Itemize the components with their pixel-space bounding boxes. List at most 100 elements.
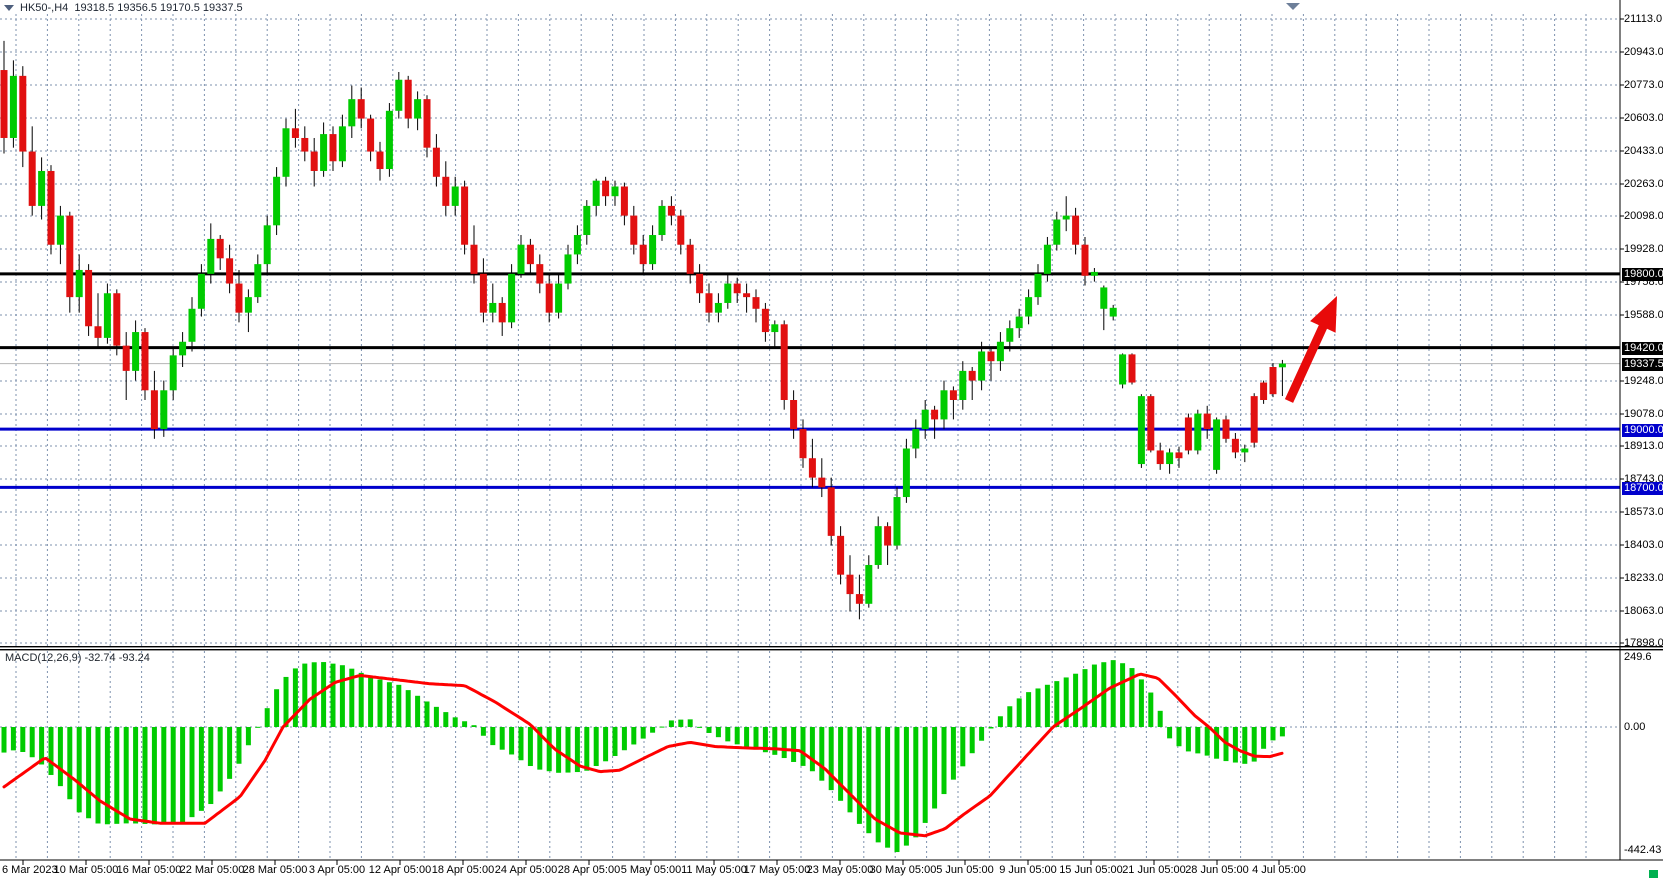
candle bbox=[479, 273, 487, 313]
candle bbox=[385, 110, 393, 170]
macd-histogram-bar bbox=[1110, 660, 1116, 727]
macd-histogram-bar bbox=[593, 727, 599, 767]
macd-histogram-bar bbox=[10, 727, 16, 751]
candle bbox=[545, 283, 553, 313]
macd-histogram-bar bbox=[123, 727, 129, 824]
candle bbox=[1137, 396, 1145, 465]
macd-histogram-bar bbox=[1167, 727, 1173, 739]
macd-histogram-bar bbox=[142, 727, 148, 824]
macd-histogram-bar bbox=[697, 726, 703, 728]
macd-panel-layer[interactable] bbox=[1, 660, 1285, 853]
macd-histogram-bar bbox=[283, 676, 289, 727]
candle bbox=[526, 244, 534, 265]
macd-signal-line bbox=[2, 672, 1284, 838]
macd-histogram-bar bbox=[189, 727, 195, 818]
candle bbox=[1147, 396, 1155, 451]
macd-histogram-bar bbox=[104, 727, 110, 825]
symbol-ohlc-title: HK50-,H4 19318.5 19356.5 19170.5 19337.5 bbox=[4, 1, 243, 14]
candle bbox=[940, 390, 948, 420]
candle bbox=[884, 526, 892, 546]
macd-histogram-bar bbox=[480, 727, 486, 736]
macd-histogram-bar bbox=[997, 716, 1003, 727]
candle bbox=[423, 99, 431, 148]
macd-histogram-bar bbox=[339, 665, 345, 727]
macd-histogram-bar bbox=[781, 727, 787, 759]
candle bbox=[1043, 244, 1051, 274]
macd-histogram-bar bbox=[1214, 727, 1220, 759]
candle bbox=[1119, 354, 1127, 385]
macd-histogram-bar bbox=[349, 668, 355, 727]
macd-histogram-bar bbox=[706, 727, 712, 733]
macd-histogram-bar bbox=[217, 727, 223, 792]
macd-histogram-bar bbox=[1082, 669, 1088, 727]
candle bbox=[169, 355, 177, 391]
candle bbox=[837, 535, 845, 575]
macd-histogram-bar bbox=[509, 727, 515, 755]
macd-histogram-bar bbox=[292, 668, 298, 727]
macd-histogram-bar bbox=[922, 727, 928, 823]
chart-shift-marker-icon[interactable] bbox=[1286, 3, 1300, 10]
candle bbox=[28, 151, 36, 206]
candle bbox=[536, 264, 544, 284]
macd-histogram-bar bbox=[565, 727, 571, 773]
candle bbox=[113, 293, 121, 346]
trend-arrow[interactable] bbox=[1284, 296, 1337, 403]
macd-histogram-bar bbox=[809, 727, 815, 772]
macd-histogram-bar bbox=[1120, 663, 1126, 727]
macd-histogram-bar bbox=[932, 727, 938, 809]
candle bbox=[1184, 417, 1192, 451]
candle bbox=[1156, 450, 1164, 465]
candle bbox=[160, 390, 168, 430]
candle bbox=[1062, 215, 1070, 220]
macd-histogram-bar bbox=[640, 727, 646, 739]
macd-histogram-bar bbox=[1270, 727, 1276, 741]
candle bbox=[1203, 413, 1211, 430]
candle bbox=[197, 273, 205, 309]
symbol-dropdown-icon[interactable] bbox=[4, 4, 14, 11]
candle bbox=[1269, 367, 1277, 395]
candle bbox=[103, 293, 111, 338]
macd-histogram-bar bbox=[621, 727, 627, 751]
candle bbox=[667, 205, 675, 216]
candle bbox=[1053, 219, 1061, 245]
candle bbox=[808, 458, 816, 478]
candle bbox=[1241, 448, 1249, 453]
candle bbox=[724, 283, 732, 303]
candle bbox=[1222, 419, 1230, 439]
candle bbox=[1072, 215, 1080, 245]
candle bbox=[1250, 396, 1258, 443]
candle bbox=[0, 70, 8, 138]
candle bbox=[649, 235, 657, 265]
candle bbox=[1025, 297, 1033, 317]
candle bbox=[743, 293, 751, 298]
macd-histogram-bar bbox=[198, 727, 204, 811]
macd-histogram-bar bbox=[800, 727, 806, 766]
macd-histogram-bar bbox=[1044, 684, 1050, 727]
candle bbox=[677, 215, 685, 245]
macd-histogram-bar bbox=[330, 663, 336, 727]
macd-histogram-bar bbox=[1261, 727, 1267, 749]
macd-histogram-bar bbox=[95, 727, 101, 824]
macd-histogram-bar bbox=[405, 690, 411, 727]
candle bbox=[244, 297, 252, 313]
candles-layer bbox=[0, 40, 1286, 620]
macd-histogram-bar bbox=[443, 712, 449, 727]
macd-histogram-bar bbox=[1204, 727, 1210, 756]
macd-histogram-bar bbox=[227, 727, 233, 779]
macd-histogram-bar bbox=[114, 727, 120, 824]
macd-histogram-bar bbox=[170, 727, 176, 824]
candle bbox=[122, 345, 130, 371]
macd-histogram-bar bbox=[941, 727, 947, 795]
candle bbox=[602, 180, 610, 197]
candle bbox=[282, 128, 290, 177]
candle bbox=[66, 215, 74, 298]
support-resistance-lines[interactable] bbox=[0, 272, 1620, 489]
candle bbox=[207, 238, 215, 274]
macd-histogram-bar bbox=[772, 727, 778, 755]
candle bbox=[874, 526, 882, 565]
panel-frame bbox=[0, 0, 1663, 861]
candle bbox=[1194, 413, 1202, 451]
macd-histogram-bar bbox=[1091, 664, 1097, 727]
candle bbox=[959, 370, 967, 400]
